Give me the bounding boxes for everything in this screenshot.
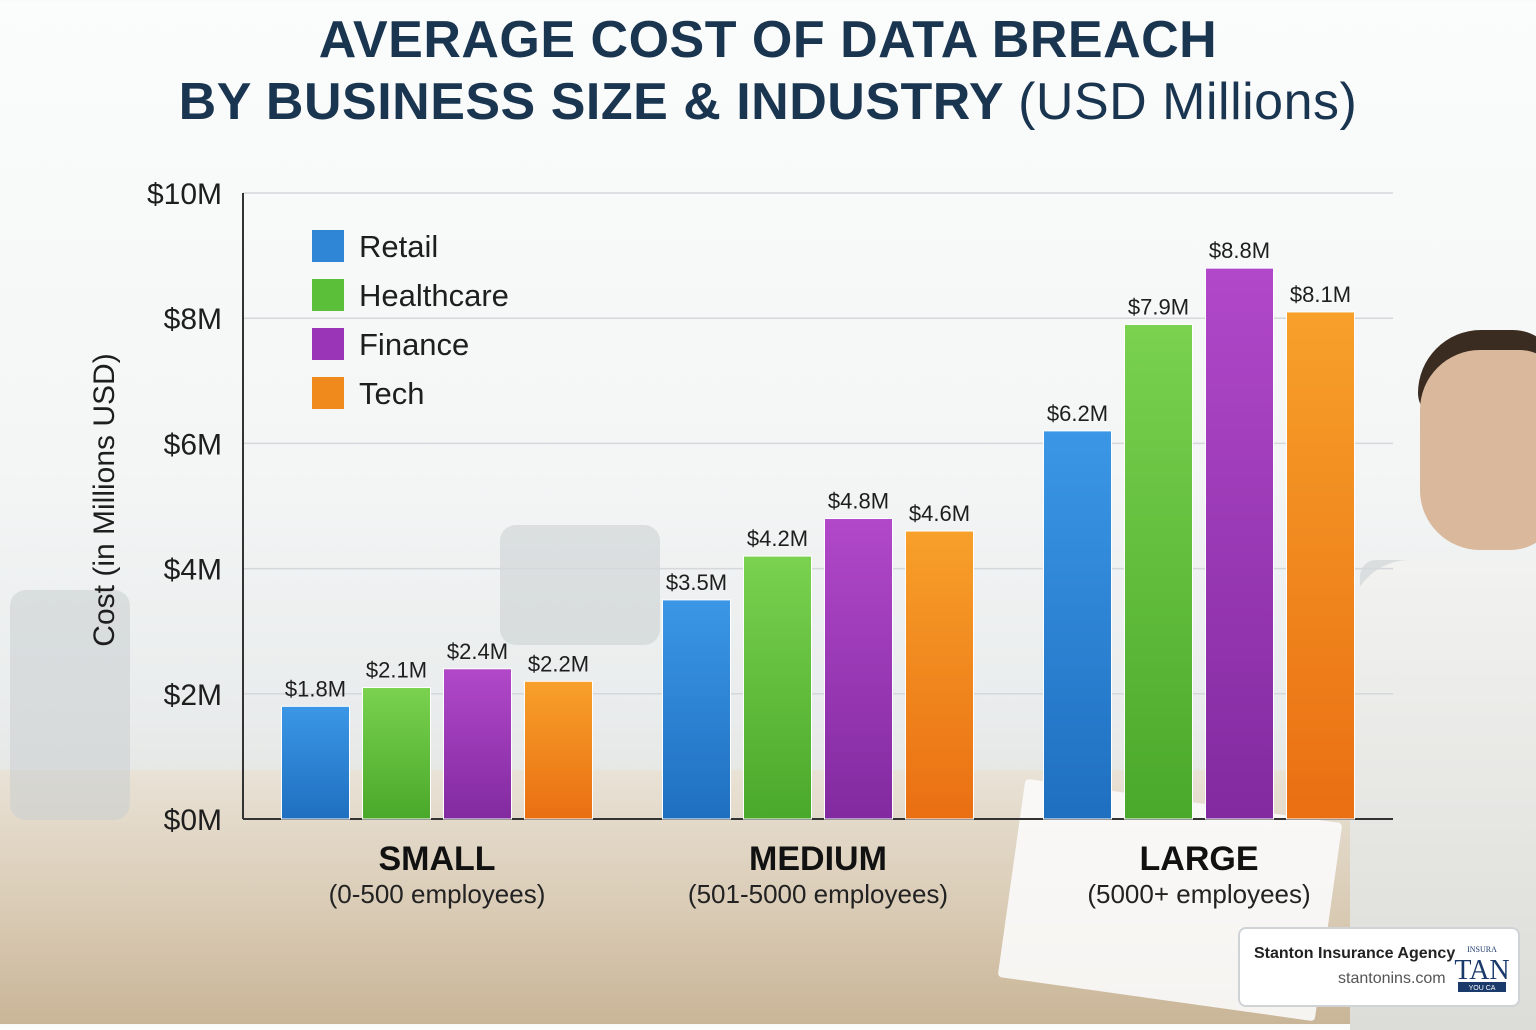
data-label: $2.1M (366, 658, 427, 683)
logo-text-bottom: YOU CA (1469, 985, 1496, 992)
brand-badge: Stanton Insurance Agency stantonins.com … (1238, 927, 1520, 1007)
x-category-label: LARGE (1140, 840, 1259, 878)
legend-swatch-retail (312, 230, 344, 262)
background-person-head (1420, 350, 1536, 550)
chart-title-unit: (USD Millions) (1018, 73, 1358, 131)
chart-title-main: BY BUSINESS SIZE & INDUSTRY (178, 73, 1004, 131)
bar-tech-large (1286, 311, 1355, 820)
data-label: $2.2M (528, 651, 589, 676)
bar-finance-medium (824, 518, 893, 820)
logo-text-small: INSURA (1467, 945, 1497, 954)
legend-swatch-healthcare (312, 279, 344, 311)
y-tick-label: $6M (164, 428, 222, 461)
logo-text-main: TAN (1454, 955, 1509, 986)
y-axis-label: Cost (in Millions USD) (88, 353, 121, 646)
data-label: $4.6M (909, 501, 970, 526)
data-label: $4.2M (747, 526, 808, 551)
brand-url: stantonins.com (1338, 970, 1446, 987)
x-category-label: MEDIUM (749, 840, 887, 878)
background-chair (10, 590, 130, 820)
y-tick-label: $8M (164, 303, 222, 336)
y-tick-label: $4M (164, 554, 222, 587)
bar-retail-large (1043, 430, 1112, 820)
legend-label-retail: Retail (359, 229, 438, 264)
stanton-logo-icon: INSURA TAN YOU CA (1454, 945, 1510, 992)
bar-finance-small (443, 668, 512, 820)
data-label: $4.8M (828, 489, 889, 514)
brand-name: Stanton Insurance Agency (1254, 945, 1456, 962)
bar-tech-small (524, 680, 593, 820)
logo-bottom-bar (1458, 982, 1506, 992)
bar-healthcare-medium (743, 555, 812, 820)
data-label: $1.8M (285, 676, 346, 701)
legend-label-tech: Tech (359, 376, 424, 411)
data-label: $3.5M (666, 570, 727, 595)
data-label: $6.2M (1047, 401, 1108, 426)
legend-label-healthcare: Healthcare (359, 278, 509, 313)
x-category-subtitle: (0-500 employees) (329, 879, 546, 909)
legend-swatch-tech (312, 377, 344, 409)
x-category-label: SMALL (378, 840, 495, 878)
bar-retail-small (281, 705, 350, 820)
bar-tech-medium (905, 530, 974, 820)
data-label: $8.8M (1209, 238, 1270, 263)
data-label: $7.9M (1128, 294, 1189, 319)
data-label: $2.4M (447, 639, 508, 664)
bar-healthcare-large (1124, 323, 1193, 820)
chart-title-line2: BY BUSINESS SIZE & INDUSTRY (USD Million… (0, 72, 1536, 132)
x-category-subtitle: (501-5000 employees) (688, 879, 948, 909)
chart-title-line1: AVERAGE COST OF DATA BREACH (318, 11, 1218, 69)
y-tick-label: $0M (164, 804, 222, 837)
legend-swatch-finance (312, 328, 344, 360)
y-tick-label: $10M (147, 178, 222, 211)
x-category-subtitle: (5000+ employees) (1087, 879, 1310, 909)
legend-label-finance: Finance (359, 327, 469, 362)
data-label: $8.1M (1290, 282, 1351, 307)
bar-retail-medium (662, 599, 731, 820)
bar-healthcare-small (362, 687, 431, 820)
y-tick-label: $2M (164, 679, 222, 712)
bar-finance-large (1205, 267, 1274, 820)
background-chair (500, 525, 660, 645)
